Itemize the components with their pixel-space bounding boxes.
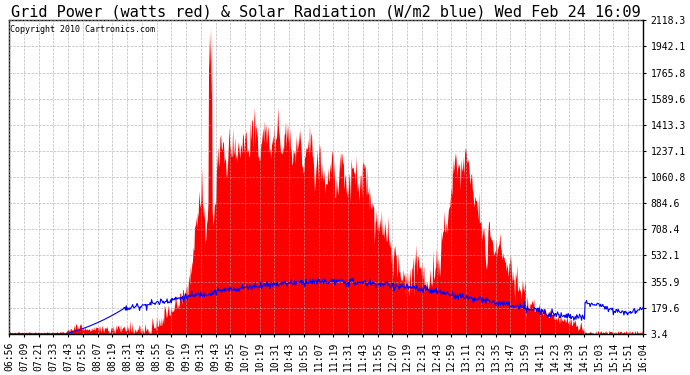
Title: Grid Power (watts red) & Solar Radiation (W/m2 blue) Wed Feb 24 16:09: Grid Power (watts red) & Solar Radiation… xyxy=(11,4,641,19)
Text: Copyright 2010 Cartronics.com: Copyright 2010 Cartronics.com xyxy=(10,25,155,34)
